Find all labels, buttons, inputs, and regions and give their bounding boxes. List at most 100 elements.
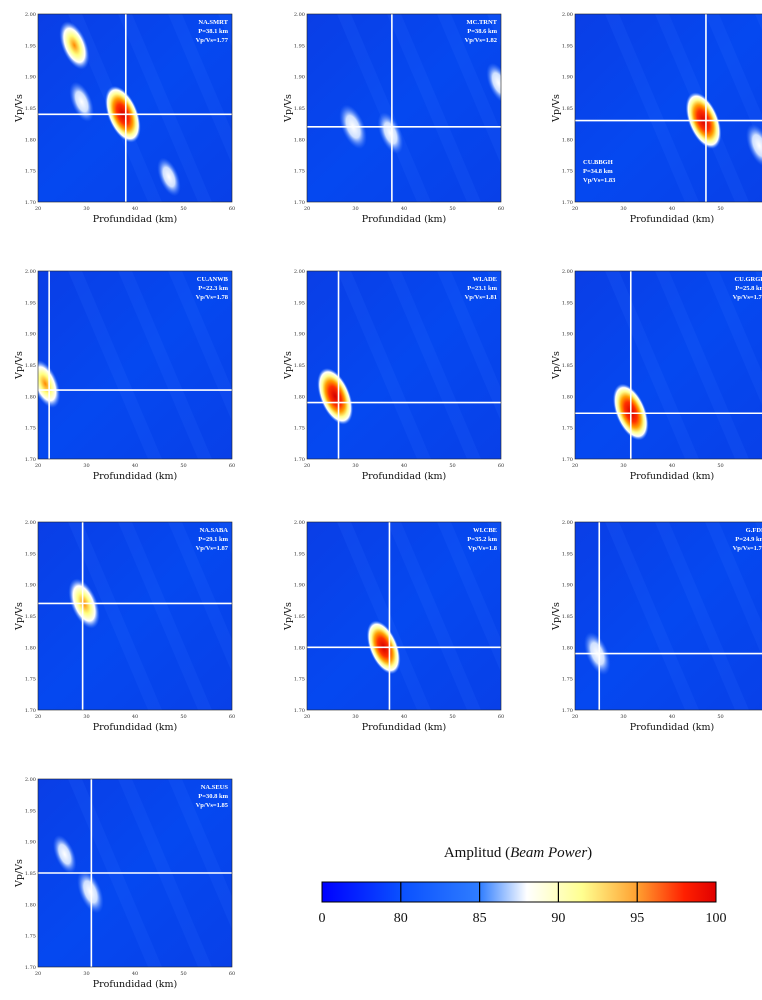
- y-tick-label: 2.00: [25, 12, 36, 18]
- y-tick-label: 2.00: [25, 269, 36, 275]
- station-label: WI.CBE: [473, 527, 497, 534]
- y-tick-label: 1.75: [25, 934, 36, 940]
- ridge-band: [168, 14, 232, 165]
- y-tick-label: 1.70: [562, 457, 573, 463]
- y-tick-label: 1.70: [25, 200, 36, 206]
- depth-label: P=24.9 km: [735, 536, 762, 543]
- y-tick-label: 1.70: [25, 457, 36, 463]
- ridge-band: [118, 522, 212, 710]
- ridge-band: [168, 271, 232, 422]
- y-tick-label: 1.95: [562, 551, 573, 557]
- x-tick-label: 40: [132, 971, 138, 977]
- ridge-band: [168, 779, 232, 930]
- y-tick-label: 1.90: [294, 75, 305, 81]
- y-axis-label: Vp/Vs: [283, 94, 294, 123]
- y-tick-label: 1.80: [562, 394, 573, 400]
- y-tick-label: 1.85: [294, 363, 305, 369]
- x-tick-label: 50: [180, 971, 186, 977]
- y-tick-label: 1.75: [25, 169, 36, 175]
- vpvs-label: Vp/Vs=1.8: [468, 545, 498, 552]
- panel-frame: [37, 13, 233, 203]
- ridge-band: [387, 522, 481, 710]
- heatmap-field: [38, 271, 232, 459]
- heatmap-background: [38, 522, 232, 710]
- y-tick-label: 1.70: [25, 708, 36, 714]
- y-axis-label: Vp/Vs: [14, 94, 25, 123]
- x-axis-label: Profundidad (km): [362, 722, 447, 733]
- station-label: NA.SABA: [200, 527, 229, 534]
- y-tick-label: 1.75: [294, 169, 305, 175]
- x-tick-label: 30: [83, 971, 89, 977]
- vpvs-label: Vp/Vs=1.83: [583, 177, 616, 184]
- y-tick-label: 1.85: [562, 614, 573, 620]
- y-tick-label: 1.80: [25, 645, 36, 651]
- depth-label: P=30.8 km: [198, 793, 228, 800]
- ridge-band: [218, 14, 232, 47]
- colorbar-title-italic: Beam Power: [510, 845, 587, 861]
- y-axis-label: Vp/Vs: [551, 602, 562, 631]
- y-tick-label: 1.80: [562, 137, 573, 143]
- ridge-band: [68, 522, 162, 710]
- panel-wi-ade: WI.ADE P=23.1 km Vp/Vs=1.81 20 30 40 50 60 1.70 1…: [283, 269, 504, 482]
- y-tick-label: 1.90: [294, 332, 305, 338]
- ridge-band: [605, 14, 699, 202]
- ridge-band: [487, 14, 501, 47]
- ridge-band: [487, 271, 501, 304]
- x-tick-label: 60: [498, 206, 504, 212]
- colorbar-gradient: [321, 881, 717, 903]
- panel-frame: [574, 521, 762, 711]
- y-tick-label: 2.00: [25, 520, 36, 526]
- y-tick-label: 1.75: [562, 426, 573, 432]
- hk-peak: [377, 112, 404, 154]
- x-tick-label: 60: [229, 206, 235, 212]
- ridge-band: [755, 14, 762, 31]
- heatmap-background: [307, 522, 501, 710]
- panel-frame: [37, 521, 233, 711]
- y-tick-label: 1.75: [294, 426, 305, 432]
- depth-label: P=29.1 km: [198, 536, 228, 543]
- y-tick-label: 1.80: [294, 137, 305, 143]
- y-tick-label: 1.85: [562, 106, 573, 112]
- vpvs-label: Vp/Vs=1.87: [196, 545, 229, 552]
- x-tick-label: 40: [401, 206, 407, 212]
- y-tick-label: 1.85: [562, 363, 573, 369]
- x-tick-label: 40: [132, 206, 138, 212]
- y-tick-label: 1.75: [562, 169, 573, 175]
- vpvs-label: Vp/Vs=1.81: [465, 294, 497, 301]
- panel-frame: [306, 13, 502, 203]
- x-tick-label: 50: [449, 463, 455, 469]
- x-tick-label: 20: [35, 463, 41, 469]
- x-axis-label: Profundidad (km): [93, 979, 178, 990]
- x-tick-label: 30: [620, 714, 626, 720]
- y-tick-label: 1.80: [25, 394, 36, 400]
- y-axis-label: Vp/Vs: [14, 859, 25, 888]
- y-tick-label: 1.85: [25, 106, 36, 112]
- y-tick-label: 2.00: [562, 520, 573, 526]
- x-axis-label: Profundidad (km): [362, 471, 447, 482]
- x-axis-label: Profundidad (km): [362, 214, 447, 225]
- y-tick-label: 1.80: [25, 902, 36, 908]
- heatmap-field: [307, 14, 501, 202]
- y-tick-label: 1.85: [25, 614, 36, 620]
- panel-frame: [306, 270, 502, 460]
- heatmap-field: [38, 14, 232, 202]
- panel-frame: [574, 270, 762, 460]
- colorbar-title-close-paren: ): [587, 845, 592, 861]
- y-tick-label: 1.95: [562, 300, 573, 306]
- heatmap-background: [307, 14, 501, 202]
- ridge-band: [218, 271, 232, 304]
- x-tick-label: 20: [304, 463, 310, 469]
- x-tick-label: 60: [498, 714, 504, 720]
- y-tick-label: 1.90: [25, 583, 36, 589]
- colorbar-tick-label: 0: [319, 911, 326, 926]
- panel-frame: [574, 13, 762, 203]
- ridge-band: [68, 271, 162, 459]
- x-tick-label: 40: [669, 714, 675, 720]
- x-tick-label: 30: [620, 206, 626, 212]
- station-label: CU.BBGH: [583, 159, 613, 166]
- x-tick-label: 50: [717, 714, 723, 720]
- x-tick-label: 30: [352, 463, 358, 469]
- y-tick-label: 2.00: [25, 777, 36, 783]
